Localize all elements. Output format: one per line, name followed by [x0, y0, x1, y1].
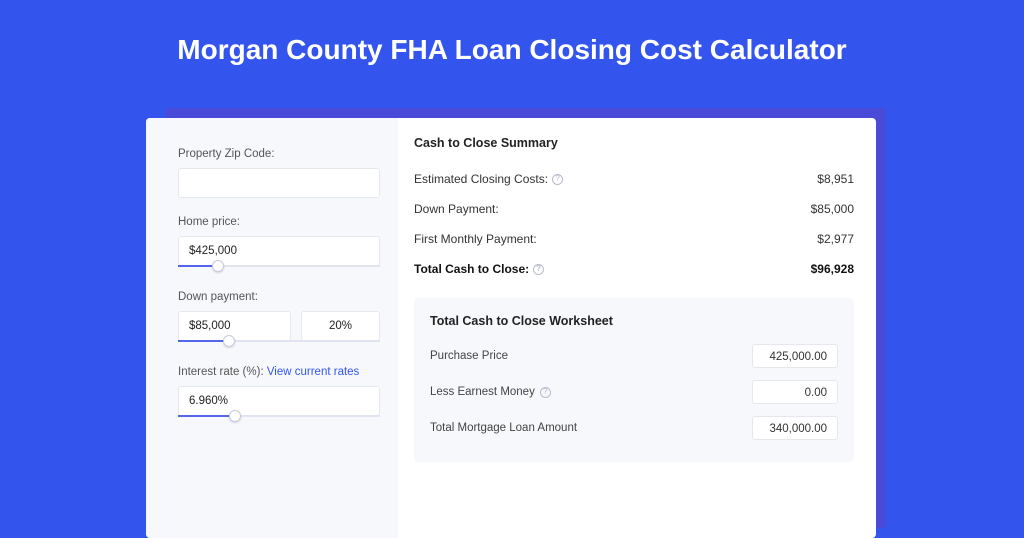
worksheet-row-value[interactable]: 340,000.00 — [752, 416, 838, 440]
rate-label: Interest rate (%): View current rates — [178, 366, 380, 378]
price-input[interactable] — [178, 236, 380, 266]
summary-list: Estimated Closing Costs:? $8,951 Down Paym… — [414, 164, 854, 284]
worksheet-row-value[interactable]: 0.00 — [752, 380, 838, 404]
down-label: Down payment: — [178, 291, 380, 303]
view-rates-link[interactable]: View current rates — [267, 366, 359, 378]
inputs-column: Property Zip Code: Home price: Down paym… — [146, 118, 398, 538]
down-amount-input[interactable] — [178, 311, 291, 341]
summary-row-value: $2,977 — [817, 232, 854, 246]
slider-fill — [178, 415, 235, 417]
worksheet-row: Total Mortgage Loan Amount 340,000.00 — [430, 416, 838, 440]
worksheet-row-label: Total Mortgage Loan Amount — [430, 422, 577, 434]
price-field-group: Home price: — [178, 216, 380, 266]
info-icon[interactable]: ? — [552, 174, 563, 185]
summary-row-label: First Monthly Payment: — [414, 232, 537, 246]
worksheet-heading: Total Cash to Close Worksheet — [430, 314, 838, 328]
worksheet-row-label-text: Purchase Price — [430, 350, 508, 362]
worksheet-row-label: Less Earnest Money? — [430, 386, 551, 398]
slider-thumb[interactable] — [223, 335, 235, 347]
rate-field-group: Interest rate (%): View current rates — [178, 366, 380, 416]
worksheet-panel: Total Cash to Close Worksheet Purchase P… — [414, 298, 854, 462]
calculator-panel: Property Zip Code: Home price: Down paym… — [146, 118, 876, 538]
summary-row-label: Total Cash to Close:? — [414, 262, 544, 276]
summary-row-value: $8,951 — [817, 172, 854, 186]
summary-row-label-text: Total Cash to Close: — [414, 262, 529, 276]
zip-label: Property Zip Code: — [178, 148, 380, 160]
slider-thumb[interactable] — [229, 410, 241, 422]
down-field-group: Down payment: — [178, 291, 380, 341]
results-column: Cash to Close Summary Estimated Closing … — [398, 118, 876, 538]
summary-row-label-text: First Monthly Payment: — [414, 232, 537, 246]
price-label: Home price: — [178, 216, 380, 228]
summary-row: Down Payment: $85,000 — [414, 194, 854, 224]
summary-row-label-text: Down Payment: — [414, 202, 499, 216]
worksheet-row-label-text: Less Earnest Money — [430, 386, 535, 398]
summary-row-label: Estimated Closing Costs:? — [414, 172, 563, 186]
summary-row-value: $96,928 — [811, 262, 854, 276]
summary-row-value: $85,000 — [811, 202, 854, 216]
down-percent-input[interactable] — [301, 311, 380, 341]
slider-thumb[interactable] — [212, 260, 224, 272]
worksheet-row-label: Purchase Price — [430, 350, 508, 362]
zip-input[interactable] — [178, 168, 380, 198]
page-title: Morgan County FHA Loan Closing Cost Calc… — [0, 0, 1024, 90]
worksheet-row: Purchase Price 425,000.00 — [430, 344, 838, 368]
summary-row-label-text: Estimated Closing Costs: — [414, 172, 548, 186]
worksheet-row-value[interactable]: 425,000.00 — [752, 344, 838, 368]
slider-fill — [178, 340, 229, 342]
worksheet-row-label-text: Total Mortgage Loan Amount — [430, 422, 577, 434]
worksheet-list: Purchase Price 425,000.00 Less Earnest Mon… — [430, 344, 838, 440]
summary-row: Total Cash to Close:? $96,928 — [414, 254, 854, 284]
rate-label-text: Interest rate (%): — [178, 366, 267, 378]
info-icon[interactable]: ? — [540, 387, 551, 398]
summary-heading: Cash to Close Summary — [414, 136, 854, 150]
zip-field-group: Property Zip Code: — [178, 148, 380, 198]
info-icon[interactable]: ? — [533, 264, 544, 275]
worksheet-row: Less Earnest Money? 0.00 — [430, 380, 838, 404]
summary-row: Estimated Closing Costs:? $8,951 — [414, 164, 854, 194]
summary-row: First Monthly Payment: $2,977 — [414, 224, 854, 254]
summary-row-label: Down Payment: — [414, 202, 499, 216]
rate-input[interactable] — [178, 386, 380, 416]
